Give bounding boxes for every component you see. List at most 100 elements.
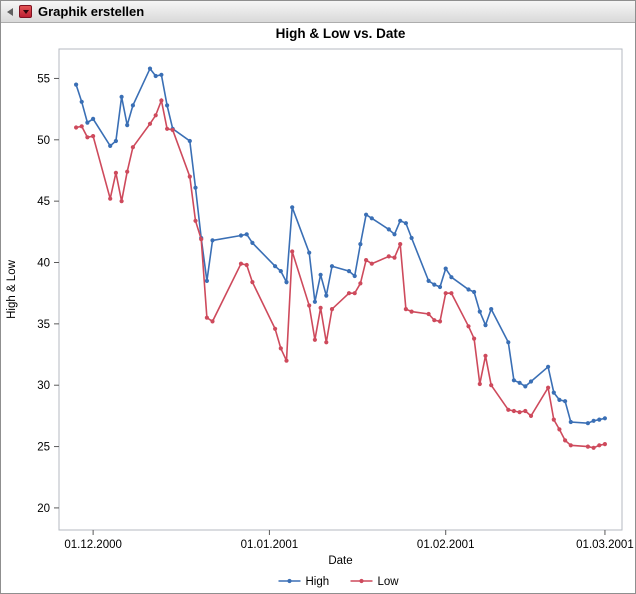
data-point-high[interactable] xyxy=(278,269,283,274)
y-tick-label[interactable]: 20 xyxy=(37,503,50,515)
data-point-high[interactable] xyxy=(364,212,369,217)
x-tick-label[interactable]: 01.02.2001 xyxy=(417,539,475,551)
data-point-high[interactable] xyxy=(511,378,516,383)
y-tick-label[interactable]: 45 xyxy=(37,196,50,208)
data-point-high[interactable] xyxy=(403,221,408,226)
data-point-high[interactable] xyxy=(108,143,113,148)
data-point-high[interactable] xyxy=(204,278,209,283)
data-point-high[interactable] xyxy=(244,232,249,237)
collapse-triangle-icon[interactable] xyxy=(7,7,13,16)
x-tick-label[interactable]: 01.01.2001 xyxy=(241,539,299,551)
data-point-low[interactable] xyxy=(329,307,335,312)
data-point-high[interactable] xyxy=(153,73,158,79)
y-tick-label[interactable]: 50 xyxy=(37,135,50,147)
data-point-high[interactable] xyxy=(449,275,454,280)
data-point-high[interactable] xyxy=(159,72,164,77)
data-point-low[interactable] xyxy=(432,318,437,323)
data-point-low[interactable] xyxy=(364,258,369,263)
data-point-high[interactable] xyxy=(398,218,403,223)
y-tick-label[interactable]: 25 xyxy=(37,442,50,454)
data-point-low[interactable] xyxy=(159,98,164,103)
data-point-high[interactable] xyxy=(210,238,215,243)
data-point-high[interactable] xyxy=(358,242,363,247)
data-point-low[interactable] xyxy=(290,249,295,254)
data-point-high[interactable] xyxy=(147,66,153,71)
data-point-low[interactable] xyxy=(568,443,573,448)
data-point-low[interactable] xyxy=(551,417,556,422)
data-point-low[interactable] xyxy=(449,291,454,296)
data-point-low[interactable] xyxy=(426,311,431,317)
data-point-low[interactable] xyxy=(489,383,494,388)
data-point-low[interactable] xyxy=(170,127,175,133)
data-point-low[interactable] xyxy=(477,381,482,387)
data-point-high[interactable] xyxy=(426,278,431,283)
data-point-high[interactable] xyxy=(432,282,437,287)
data-point-high[interactable] xyxy=(386,227,391,232)
data-point-high[interactable] xyxy=(506,340,511,345)
data-point-low[interactable] xyxy=(602,442,608,447)
data-point-high[interactable] xyxy=(563,399,568,404)
data-point-low[interactable] xyxy=(546,385,551,390)
data-point-low[interactable] xyxy=(318,305,323,310)
data-point-high[interactable] xyxy=(290,205,295,210)
data-point-low[interactable] xyxy=(153,113,158,118)
data-point-high[interactable] xyxy=(119,94,124,99)
data-point-low[interactable] xyxy=(563,438,568,443)
data-point-low[interactable] xyxy=(85,135,90,140)
data-point-low[interactable] xyxy=(113,170,118,175)
data-point-low[interactable] xyxy=(91,134,96,139)
data-point-high[interactable] xyxy=(165,103,170,108)
data-point-low[interactable] xyxy=(403,307,408,312)
data-point-high[interactable] xyxy=(477,309,482,314)
data-point-low[interactable] xyxy=(284,358,289,363)
data-point-low[interactable] xyxy=(557,427,562,432)
data-point-high[interactable] xyxy=(324,293,329,298)
data-point-low[interactable] xyxy=(210,319,215,324)
legend-label-high[interactable]: High xyxy=(306,576,330,588)
data-point-high[interactable] xyxy=(318,272,323,277)
data-point-high[interactable] xyxy=(523,384,528,389)
data-point-low[interactable] xyxy=(506,407,511,412)
data-point-high[interactable] xyxy=(602,416,608,421)
data-point-low[interactable] xyxy=(187,174,192,179)
y-tick-label[interactable]: 40 xyxy=(37,258,50,270)
data-point-low[interactable] xyxy=(472,336,477,341)
data-point-low[interactable] xyxy=(307,303,312,308)
data-point-high[interactable] xyxy=(557,397,562,402)
data-point-low[interactable] xyxy=(392,255,397,260)
data-point-high[interactable] xyxy=(528,379,534,384)
data-point-low[interactable] xyxy=(585,444,591,449)
data-point-high[interactable] xyxy=(130,103,135,108)
data-point-high[interactable] xyxy=(546,364,551,369)
data-point-low[interactable] xyxy=(523,408,528,414)
data-point-low[interactable] xyxy=(437,319,443,324)
data-point-high[interactable] xyxy=(284,280,289,285)
data-point-low[interactable] xyxy=(79,124,84,129)
data-point-low[interactable] xyxy=(108,196,113,201)
data-point-high[interactable] xyxy=(187,138,192,144)
data-point-high[interactable] xyxy=(79,99,84,104)
y-tick-label[interactable]: 35 xyxy=(37,319,50,331)
y-tick-label[interactable]: 30 xyxy=(37,380,50,392)
data-point-high[interactable] xyxy=(409,235,414,241)
data-point-high[interactable] xyxy=(392,232,397,237)
data-point-high[interactable] xyxy=(91,116,96,121)
data-point-low[interactable] xyxy=(466,324,471,329)
data-point-low[interactable] xyxy=(346,291,352,296)
data-point-low[interactable] xyxy=(119,199,124,204)
data-point-high[interactable] xyxy=(489,307,494,312)
data-point-high[interactable] xyxy=(125,123,130,128)
red-triangle-menu-button[interactable] xyxy=(19,5,32,18)
data-point-low[interactable] xyxy=(74,125,79,130)
data-point-low[interactable] xyxy=(278,346,283,351)
data-point-low[interactable] xyxy=(193,218,198,223)
data-point-low[interactable] xyxy=(244,262,249,268)
data-point-high[interactable] xyxy=(369,216,374,221)
data-point-low[interactable] xyxy=(517,410,522,415)
data-point-high[interactable] xyxy=(483,323,488,328)
data-point-high[interactable] xyxy=(238,233,244,238)
data-point-high[interactable] xyxy=(437,284,443,290)
data-point-low[interactable] xyxy=(147,121,153,126)
data-point-low[interactable] xyxy=(369,261,374,266)
data-point-low[interactable] xyxy=(591,445,596,450)
